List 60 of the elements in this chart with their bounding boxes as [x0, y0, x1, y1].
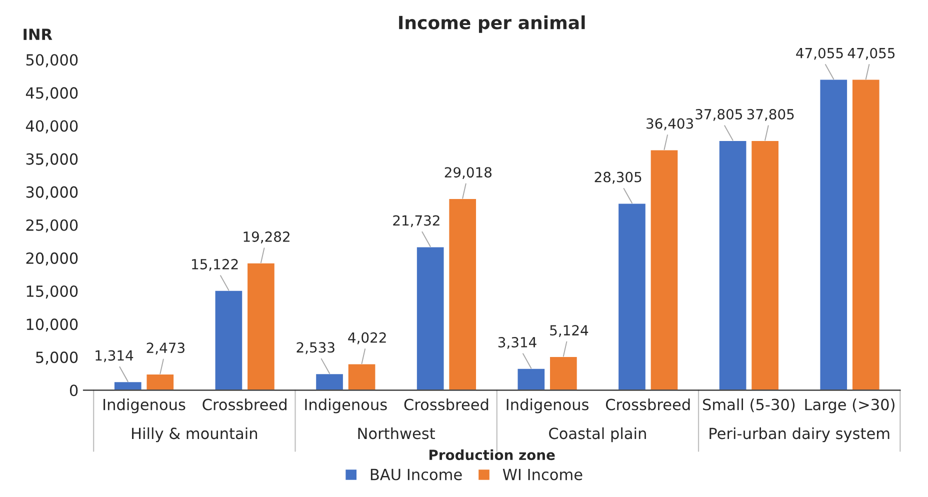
x-tick-label: Crossbreed [202, 398, 286, 410]
data-label: 19,282 [244, 231, 290, 244]
y-tick-label: 5,000 [36, 352, 78, 365]
y-tick-label: 50,000 [26, 54, 78, 68]
data-label: 28,305 [594, 172, 642, 184]
x-tick-label: Crossbreed [404, 398, 488, 410]
y-tick-label: 0 [70, 384, 78, 396]
data-label: 29,018 [444, 167, 492, 180]
data-label: 37,805 [747, 109, 794, 121]
x-axis-title: Production zone [430, 449, 555, 460]
data-label: 36,403 [646, 118, 693, 130]
bar [750, 140, 780, 390]
text: Hilly & mountain [132, 427, 258, 442]
y-tick-label: 40,000 [26, 120, 78, 134]
bar [346, 362, 377, 390]
y-tick-label: 45,000 [26, 87, 78, 100]
data-label: 47,055 [848, 48, 895, 60]
data-label: 47,055 [796, 48, 843, 60]
y-tick-label: 35,000 [26, 153, 78, 166]
data-label: 5,124 [550, 325, 588, 337]
data-label: 21,732 [393, 215, 440, 228]
bar [851, 78, 881, 390]
bar [314, 372, 344, 390]
data-label: 2,473 [146, 342, 184, 354]
legend-label: BAU Income [370, 468, 462, 480]
bar [718, 140, 748, 390]
data-label: 4,022 [348, 332, 386, 344]
y-tick-label: 20,000 [26, 252, 78, 266]
text: Peri-urban dairy system [710, 427, 890, 442]
x-tick-label: Indigenous [305, 398, 387, 414]
bar [246, 262, 276, 390]
bar [214, 289, 244, 390]
bar [448, 198, 478, 390]
bar [617, 202, 647, 390]
data-label: 15,122 [192, 258, 238, 271]
x-tick-label: Crossbreed [606, 398, 690, 410]
text: Northwest [358, 427, 435, 440]
chart-title: Income per animal [399, 15, 585, 33]
bar [649, 148, 680, 390]
y-axis-title: INR [24, 28, 52, 40]
x-tick-label: Indigenous [506, 398, 588, 414]
y-tick-label: 30,000 [26, 186, 78, 200]
data-label: 1,314 [96, 350, 134, 362]
bar [113, 380, 143, 390]
bar [416, 246, 446, 390]
data-label: 37,805 [696, 109, 742, 121]
bar [818, 78, 848, 390]
x-tick-label: Small (5-30) [702, 398, 795, 412]
x-tick-label: Large (>30) [805, 398, 894, 414]
bar [516, 368, 546, 390]
bar [145, 373, 175, 390]
y-tick-label: 10,000 [26, 318, 78, 332]
legend-label: WI Income [502, 468, 582, 480]
text: Coastal plain [549, 427, 646, 442]
data-label: 3,314 [498, 336, 536, 349]
x-tick-label: Indigenous [104, 398, 186, 414]
bar [548, 356, 578, 390]
y-tick-label: 15,000 [26, 285, 78, 299]
data-label: 2,533 [296, 342, 334, 354]
y-tick-label: 25,000 [26, 219, 78, 232]
